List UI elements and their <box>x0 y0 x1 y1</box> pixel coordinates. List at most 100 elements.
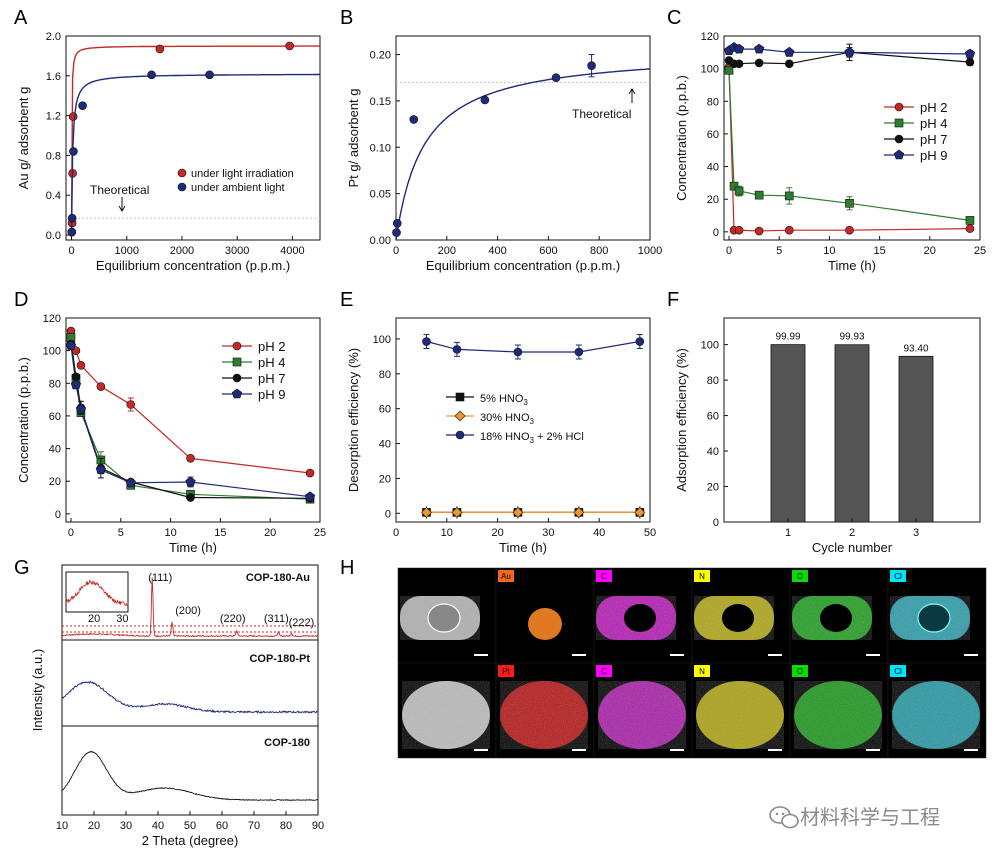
fit-curve-light <box>70 45 320 236</box>
y-axis-label: Concentration (p.p.b.) <box>16 357 31 483</box>
bar-value-label: 99.99 <box>775 332 800 343</box>
x-tick-label: 50 <box>184 820 196 832</box>
panel-h-eds-mapping: Au C N O Cl Pt C N O Cl <box>397 567 987 759</box>
x-tick-label: 80 <box>280 820 292 832</box>
x-tick-label: 10 <box>164 527 176 539</box>
x-tick-label: 60 <box>216 820 228 832</box>
data-point <box>186 493 195 502</box>
legend-subscript: 3 <box>530 417 535 426</box>
data-point <box>65 340 77 351</box>
x-tick-label: 0 <box>68 245 74 257</box>
panel-letter-f: F <box>667 289 679 311</box>
data-point <box>232 341 242 351</box>
y-tick-label: 100 <box>373 334 391 346</box>
legend-entry: 5% HNO3 <box>480 393 528 407</box>
eds-particle-hole <box>427 603 461 633</box>
eds-label: C <box>601 572 607 581</box>
wechat-icon <box>769 806 799 829</box>
theoretical-label: Theoretical <box>572 107 631 121</box>
eds-label-box <box>890 570 906 582</box>
data-point <box>147 70 156 80</box>
theoretical-arrow <box>118 197 126 212</box>
data-point <box>551 73 561 83</box>
series-title-cop: COP-180 <box>264 737 310 749</box>
legend-entry: pH 9 <box>920 148 947 163</box>
x-tick-label: 0 <box>726 245 732 257</box>
legend-entry: under ambient light <box>191 182 285 194</box>
x-tick-label: 600 <box>539 245 557 257</box>
data-point <box>452 345 462 354</box>
plot-frame <box>65 317 321 523</box>
y-tick-label: 0.4 <box>46 190 61 202</box>
y-tick-label: 20 <box>49 476 61 488</box>
data-point <box>76 361 86 370</box>
y-tick-label: 0.00 <box>370 235 391 247</box>
y-tick-label: 20 <box>379 473 391 485</box>
inset-frame <box>65 571 129 613</box>
data-point <box>965 57 975 67</box>
eds-label-box <box>498 665 514 677</box>
peak-label: (311) <box>264 613 289 625</box>
data-point <box>232 357 242 367</box>
panel-letter-b: B <box>340 7 353 29</box>
y-tick-label: 0.10 <box>370 142 391 154</box>
plot-frame <box>395 35 651 241</box>
data-point <box>177 168 187 178</box>
eds-particle-hole <box>624 604 656 632</box>
y-tick-label: 80 <box>707 96 719 108</box>
y-tick-label: 80 <box>379 369 391 381</box>
panel-letter-g: G <box>14 557 30 579</box>
peak-label: (220) <box>220 613 246 625</box>
x-tick-label: 25 <box>314 527 326 539</box>
y-axis-label: Pt g/ adsorbent g <box>346 88 361 187</box>
x-axis-label: Equilibrium concentration (p.p.m.) <box>426 258 620 273</box>
chart-a-isotherm-au: 0 1000 2000 3000 4000 0.0 0.4 0.8 1.2 1.6 2.0 Equil… <box>16 31 321 273</box>
y-tick-label: 60 <box>707 129 719 141</box>
chart-e-desorption: 0 10 20 30 40 50 0 20 40 60 80 100 Time (h) Desorptio… <box>346 317 656 555</box>
x-tick-label: 20 <box>264 527 276 539</box>
x-tick-label: 30 <box>120 820 132 832</box>
y-tick-label: 20 <box>707 194 719 206</box>
plot-frame <box>395 317 651 523</box>
y-tick-label: 40 <box>379 439 391 451</box>
data-point <box>587 61 596 70</box>
data-point <box>754 226 764 236</box>
panel-letter-c: C <box>667 7 681 29</box>
eds-particle <box>528 608 562 640</box>
data-point <box>754 190 764 200</box>
y-axis-label: Desorption efficiency (%) <box>346 348 361 492</box>
watermark: 材料科学与工程 <box>800 806 940 829</box>
legend-entry: pH 9 <box>258 387 285 402</box>
data-point <box>96 382 106 391</box>
x-axis-label: Cycle number <box>812 540 893 555</box>
data-point <box>894 118 904 128</box>
eds-label: O <box>797 572 803 581</box>
y-tick-label: 0.20 <box>370 50 391 62</box>
data-point <box>455 430 465 440</box>
legend-entry: pH 7 <box>258 371 285 386</box>
x-tick-label: 0 <box>393 527 399 539</box>
theoretical-label: Theoretical <box>90 183 149 197</box>
y-tick-label: 0 <box>713 517 719 529</box>
x-tick-label: 15 <box>873 245 885 257</box>
panel-letter-d: D <box>14 289 28 311</box>
y-tick-label: 100 <box>701 64 719 76</box>
chart-b-isotherm-pt: 0 200 400 600 800 1000 0.00 0.05 0.10 0.15 0.20 Equ… <box>346 35 662 273</box>
x-tick-label: 200 <box>438 245 456 257</box>
legend-subscript: 3 <box>530 436 535 445</box>
data-point <box>71 372 81 382</box>
panel-letter-a: A <box>14 7 28 29</box>
y-tick-label: 1.6 <box>46 71 61 83</box>
x-tick-label: 2 <box>849 527 855 539</box>
data-point <box>965 216 975 225</box>
legend-entry: pH 7 <box>920 132 947 147</box>
x-tick-label: 50 <box>644 527 656 539</box>
bar <box>834 344 870 523</box>
eds-label-box <box>792 665 808 677</box>
data-point <box>75 404 87 414</box>
data-point <box>409 115 419 124</box>
legend-subscript: 3 <box>523 398 528 407</box>
x-tick-label: 30 <box>542 527 554 539</box>
peak-label: (200) <box>175 605 201 617</box>
x-tick-label: 20 <box>924 245 936 257</box>
